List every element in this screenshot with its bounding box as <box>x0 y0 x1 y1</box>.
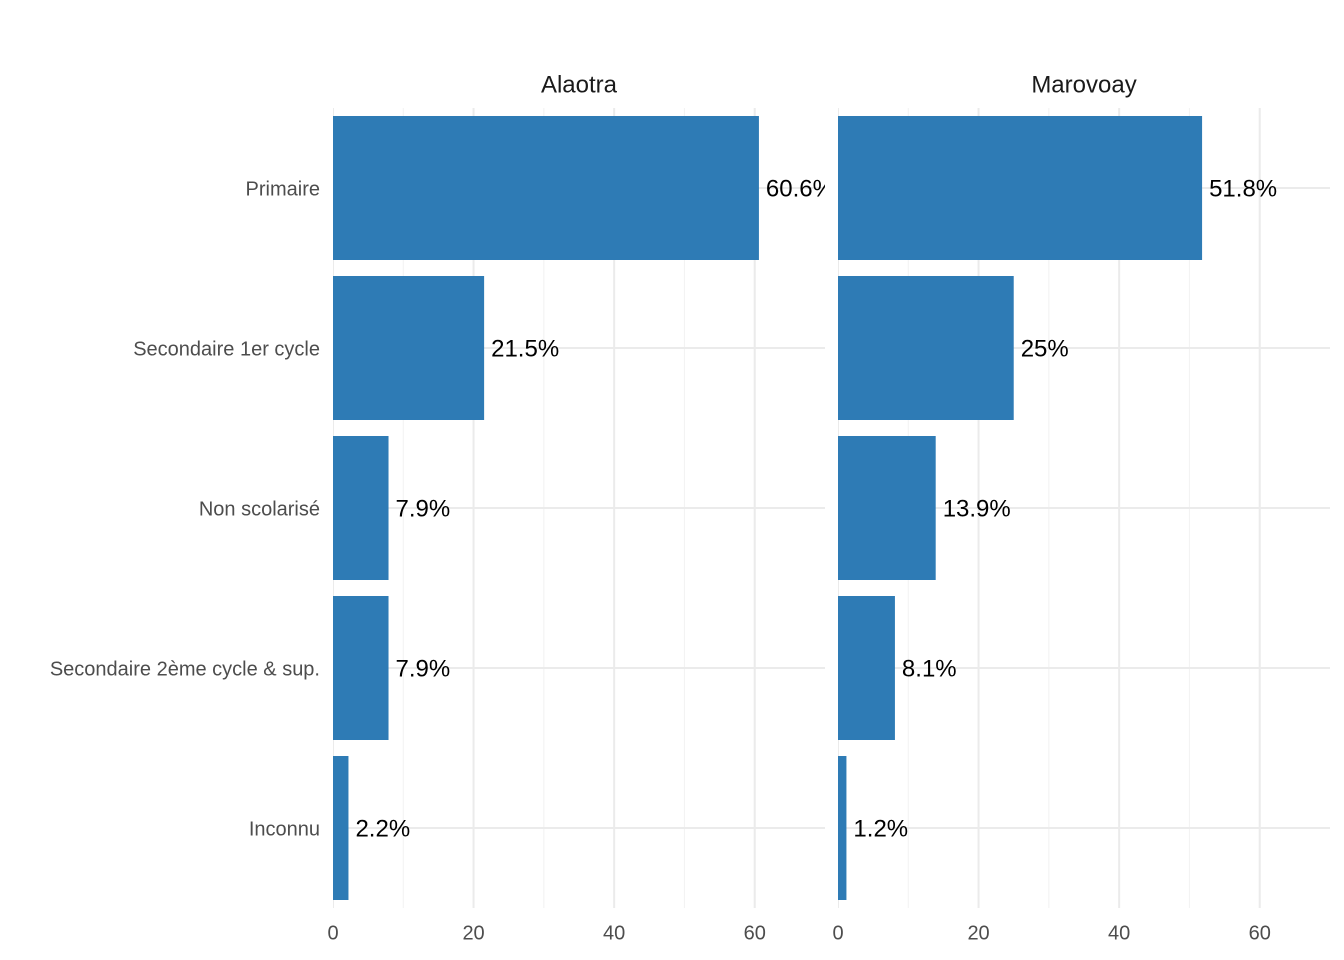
x-tick-label: 20 <box>967 922 989 944</box>
data-label: 2.2% <box>355 815 410 842</box>
y-tick-label: Secondaire 1er cycle <box>133 338 320 360</box>
facet-title: Marovoay <box>1031 71 1136 98</box>
panel: 51.8% 25% 13.9% 8.1% 1.2% <box>838 108 1330 908</box>
x-tick-label: 40 <box>1108 922 1130 944</box>
data-label: 25% <box>1021 335 1069 362</box>
bar <box>838 596 895 740</box>
y-tick-label: Primaire <box>246 178 320 200</box>
x-tick-label: 40 <box>603 922 625 944</box>
bar <box>838 756 847 900</box>
data-label: 8.1% <box>902 655 957 682</box>
data-label: 7.9% <box>396 655 451 682</box>
data-label: 60.6% <box>766 175 834 202</box>
facet-title: Alaotra <box>541 71 618 98</box>
x-tick-label: 20 <box>462 922 484 944</box>
x-tick-label: 0 <box>832 922 843 944</box>
data-label: 51.8% <box>1209 175 1277 202</box>
bar <box>838 116 1203 260</box>
data-label: 7.9% <box>396 495 451 522</box>
bar <box>333 116 759 260</box>
data-label: 21.5% <box>491 335 559 362</box>
data-label: 1.2% <box>853 815 908 842</box>
x-tick-label: 60 <box>1249 922 1271 944</box>
y-tick-label: Secondaire 2ème cycle & sup. <box>50 658 320 680</box>
bar <box>333 596 389 740</box>
bar <box>838 276 1014 420</box>
data-label: 13.9% <box>943 495 1011 522</box>
bar <box>333 436 389 580</box>
y-tick-label: Non scolarisé <box>199 498 320 520</box>
bar <box>333 756 349 900</box>
x-tick-label: 60 <box>744 922 766 944</box>
panel: 60.6% 21.5% 7.9% 7.9% 2.2% <box>333 108 834 908</box>
bar <box>838 436 936 580</box>
x-tick-label: 0 <box>327 922 338 944</box>
y-tick-label: Inconnu <box>249 818 320 840</box>
bar <box>333 276 485 420</box>
